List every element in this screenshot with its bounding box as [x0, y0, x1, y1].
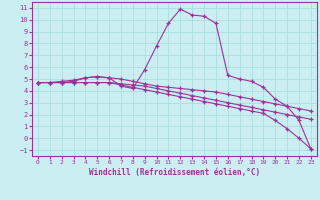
- X-axis label: Windchill (Refroidissement éolien,°C): Windchill (Refroidissement éolien,°C): [89, 168, 260, 177]
